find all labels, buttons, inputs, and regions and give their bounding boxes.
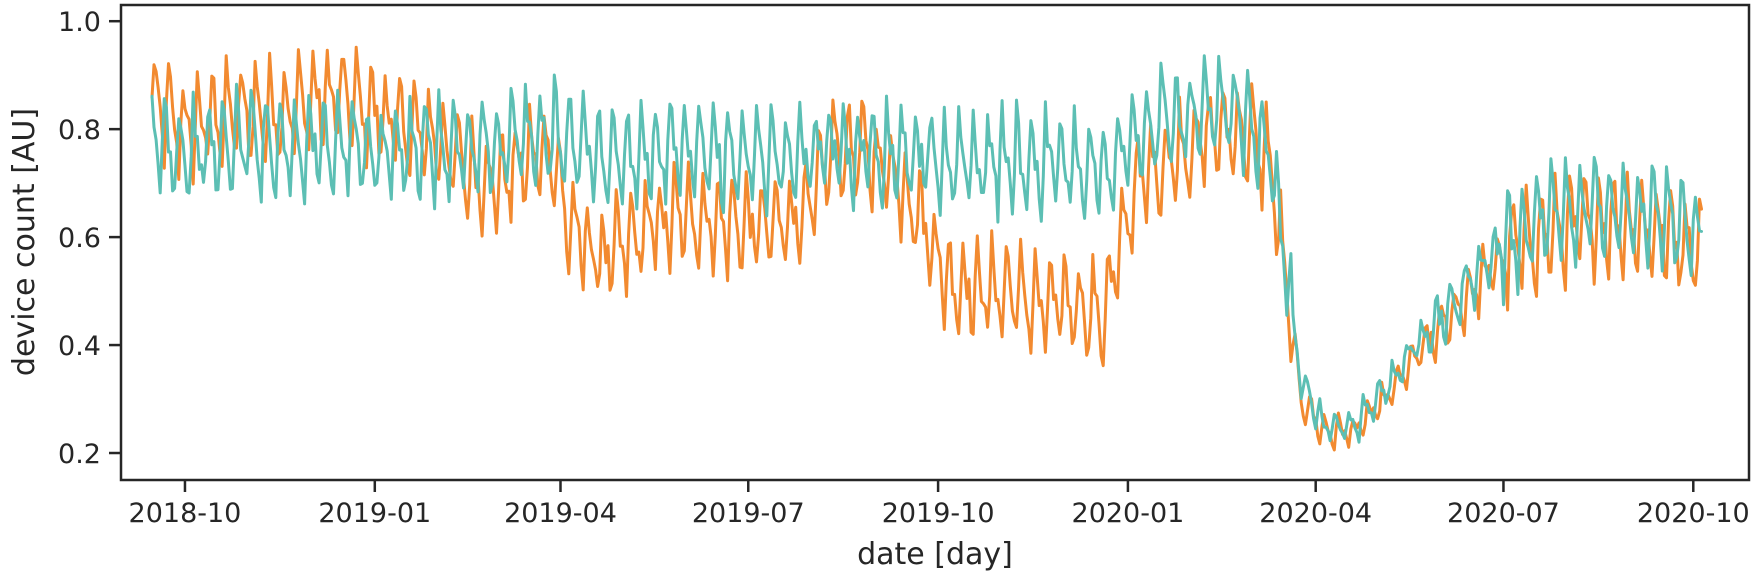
x-axis: 2018-10 2019-01 2019-04 2019-07 2019-10 2020-… [129,480,1750,529]
plot-series [150,45,1703,452]
x-tick-label: 2020-01 [1072,498,1185,529]
series-line-1 [150,45,1703,452]
x-tick-label: 2020-10 [1637,498,1750,529]
y-tick-label: 0.8 [58,115,101,146]
x-tick-label: 2019-04 [504,498,617,529]
x-tick-label: 2019-10 [882,498,995,529]
x-tick-label: 2019-01 [318,498,431,529]
y-axis-label: device count [AU] [7,108,42,376]
y-tick-label: 0.4 [58,331,101,362]
y-tick-label: 0.6 [58,223,101,254]
x-tick-label: 2019-07 [692,498,805,529]
x-axis-label: date [day] [857,537,1013,572]
plot-frame [119,3,1751,482]
y-tick-label: 1.0 [58,7,101,38]
x-tick-label: 2020-04 [1259,498,1372,529]
y-tick-label: 0.2 [58,439,101,470]
x-tick-label: 2018-10 [129,498,242,529]
series-line-2 [150,54,1703,444]
x-tick-label: 2020-07 [1447,498,1560,529]
y-axis: 0.2 0.4 0.6 0.8 1.0 [58,7,121,470]
